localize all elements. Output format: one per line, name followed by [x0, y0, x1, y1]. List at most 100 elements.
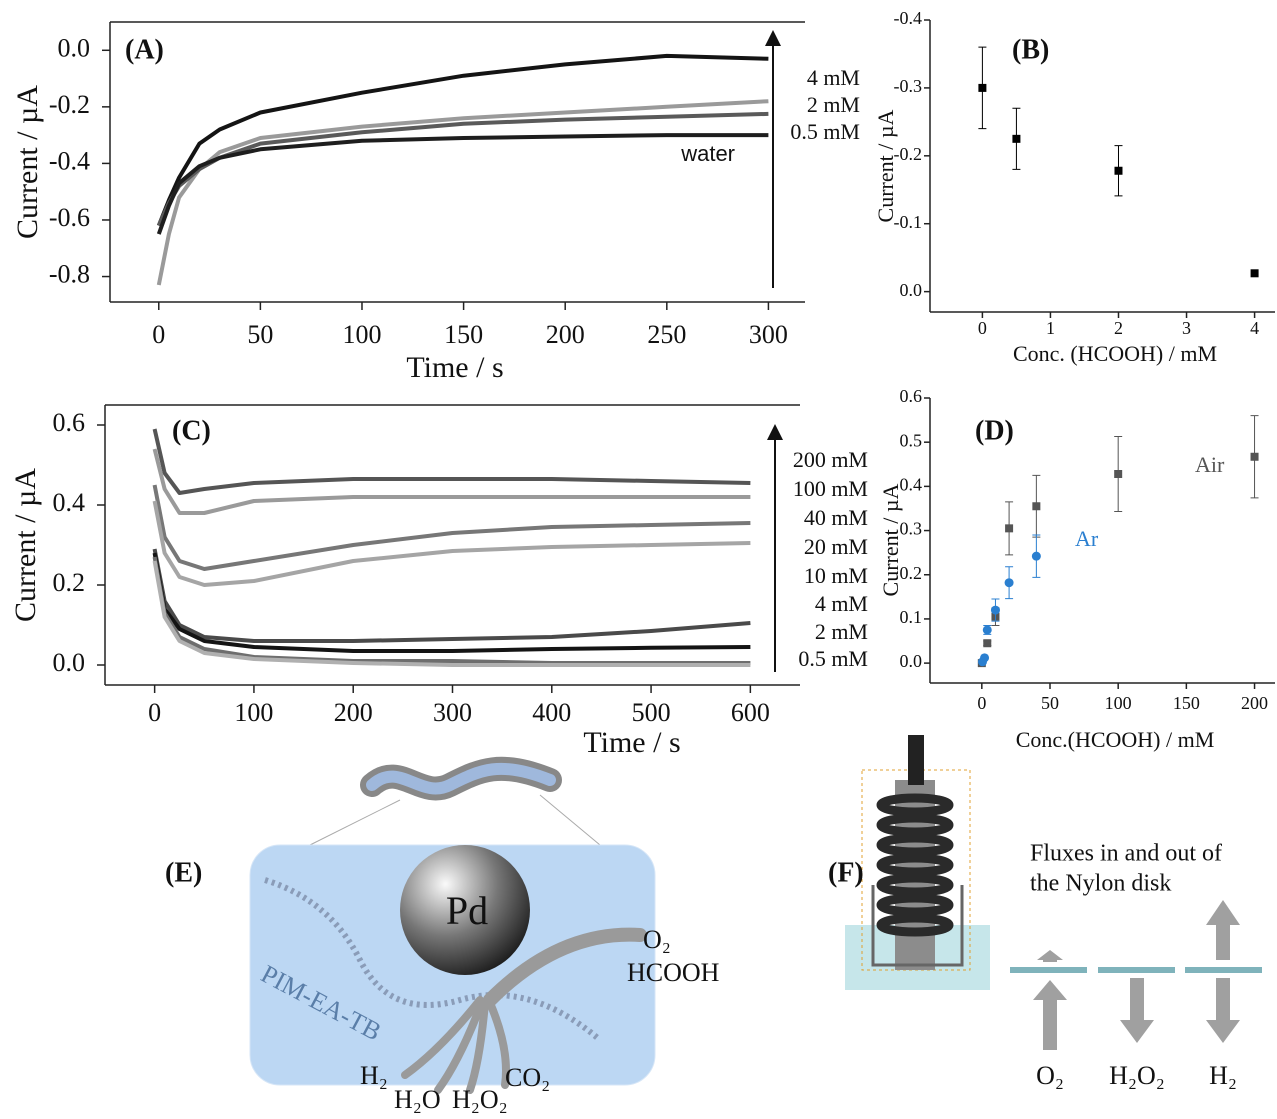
x-tick-label: 150 — [1173, 693, 1200, 713]
point — [1032, 502, 1041, 511]
line-series — [156, 53, 769, 227]
zoom-line — [539, 794, 601, 846]
x-tick-label: 50 — [1041, 693, 1059, 713]
point — [1114, 166, 1123, 175]
y-axis-label: Current / µA — [9, 468, 42, 622]
point — [1031, 551, 1041, 561]
product-label: CO₂ — [505, 1063, 550, 1092]
zoom-line — [309, 799, 401, 846]
coil — [876, 793, 954, 937]
flux-arrows — [401, 927, 647, 1094]
y-tick-label: -0.8 — [49, 260, 90, 289]
y-axis-label: Current / µA — [878, 483, 903, 596]
point — [1250, 269, 1259, 278]
series-label: 0.5 mM — [798, 646, 868, 671]
y-tick-label: -0.6 — [49, 203, 90, 232]
line-series — [152, 484, 751, 571]
x-tick-label: 150 — [444, 320, 483, 349]
panel-label: (C) — [172, 415, 211, 446]
point — [978, 83, 987, 92]
panel-label: (E) — [165, 857, 202, 888]
y-tick-label: 0.0 — [900, 651, 923, 671]
x-tick-label: 3 — [1182, 318, 1191, 338]
series-label: 200 mM — [793, 447, 868, 472]
electrode-top — [908, 735, 924, 785]
flux-label: H₂O₂ — [1109, 1061, 1165, 1090]
product-label: H₂O₂ — [452, 1085, 508, 1114]
y-tick-label: -0.4 — [49, 146, 90, 175]
series-label: 40 mM — [804, 505, 868, 530]
y-tick-label: 0.4 — [900, 474, 923, 494]
y-tick-label: 0.0 — [53, 648, 86, 677]
series-label: 4 mM — [815, 591, 868, 616]
particle-label: Pd — [446, 888, 488, 933]
series-label: Ar — [1075, 526, 1099, 551]
x-tick-label: 100 — [1105, 693, 1132, 713]
input-label: O₂ — [643, 925, 671, 954]
y-tick-label: -0.2 — [894, 144, 923, 164]
x-tick-label: 200 — [546, 320, 585, 349]
flux-label: H₂ — [1209, 1061, 1237, 1090]
y-tick-label: 0.5 — [900, 430, 923, 450]
x-tick-label: 500 — [632, 698, 671, 727]
caption: Fluxes in and out of — [1030, 841, 1222, 867]
y-tick-label: 0.0 — [900, 280, 923, 300]
point — [980, 653, 990, 663]
y-tick-label: -0.4 — [894, 8, 923, 28]
series-label: 4 mM — [807, 65, 860, 90]
x-tick-label: 200 — [1241, 693, 1268, 713]
x-tick-label: 100 — [234, 698, 273, 727]
x-tick-label: 250 — [647, 320, 686, 349]
panel-e: (E) Pd PIM-EA-TB O₂ HCOOH H₂ H₂O H₂O₂ CO… — [165, 756, 720, 1114]
y-tick-label: -0.1 — [894, 212, 923, 232]
panel-label: (D) — [975, 415, 1014, 446]
pd-particle — [400, 845, 530, 975]
line-series — [156, 133, 769, 235]
x-axis-label: Time / s — [583, 726, 680, 759]
y-tick-label: 0.2 — [53, 568, 86, 597]
y-tick-label: -0.2 — [49, 90, 90, 119]
series-label: 20 mM — [804, 534, 868, 559]
y-tick-label: 0.0 — [58, 33, 91, 62]
x-axis-label: Time / s — [406, 351, 503, 384]
y-tick-label: 0.6 — [900, 386, 923, 406]
series-label: 2 mM — [815, 619, 868, 644]
line-series — [152, 548, 751, 643]
point — [1004, 578, 1014, 588]
x-tick-label: 2 — [1114, 318, 1123, 338]
flux-arrows — [1033, 900, 1240, 1050]
series-label: Air — [1195, 452, 1225, 477]
x-tick-label: 4 — [1250, 318, 1259, 338]
series-label: 2 mM — [807, 92, 860, 117]
panel-label: (A) — [125, 34, 164, 65]
product-label: H₂ — [360, 1061, 388, 1090]
x-axis-label: Conc. (HCOOH) / mM — [1013, 341, 1217, 366]
point — [1005, 524, 1014, 533]
y-tick-label: 0.4 — [53, 488, 86, 517]
point — [1114, 470, 1123, 478]
line-series — [152, 552, 751, 653]
x-tick-label: 100 — [342, 320, 381, 349]
panel-label: (B) — [1012, 34, 1049, 65]
flux-label: O₂ — [1036, 1061, 1064, 1090]
point — [1012, 134, 1021, 143]
x-tick-label: 300 — [433, 698, 472, 727]
line-series — [152, 428, 751, 495]
line-series — [156, 99, 769, 286]
input-label: HCOOH — [627, 958, 720, 987]
point — [1250, 452, 1259, 461]
x-tick-label: 200 — [334, 698, 373, 727]
y-tick-label: 0.2 — [900, 563, 923, 583]
x-tick-label: 0 — [148, 698, 161, 727]
x-tick-label: 0 — [152, 320, 165, 349]
line-series — [156, 111, 769, 227]
x-tick-label: 300 — [749, 320, 788, 349]
x-tick-label: 600 — [731, 698, 770, 727]
line-series — [152, 500, 751, 587]
product-label: H₂O — [394, 1085, 441, 1114]
fiber-core — [366, 762, 556, 795]
series-label: 10 mM — [804, 563, 868, 588]
series-label: 100 mM — [793, 476, 868, 501]
y-axis-label: Current / µA — [873, 109, 898, 222]
line-series — [152, 448, 751, 515]
